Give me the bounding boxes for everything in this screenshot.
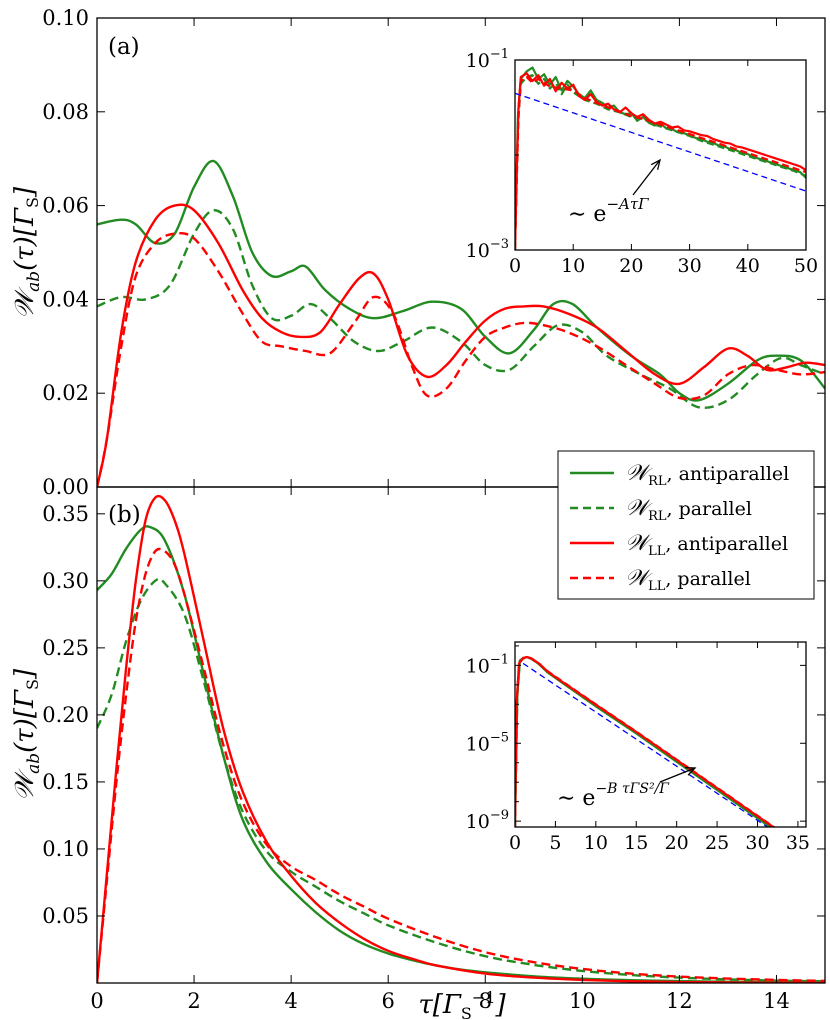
- inset-a-xtick-label: 50: [794, 255, 818, 277]
- panel-b-xtick-label: 14: [763, 989, 790, 1013]
- panel-a-ytick-label: 0.06: [42, 194, 89, 218]
- inset-a-line-fit: [515, 92, 806, 192]
- legend-box: [557, 450, 815, 600]
- inset-a-xtick-label: 30: [678, 255, 702, 277]
- panel-b-line-RL-parallel: [97, 577, 825, 983]
- inset-b-ytick-label: 10−9: [466, 808, 509, 833]
- inset-b-arrow-head: [684, 766, 697, 776]
- inset-b-bg: [515, 642, 806, 827]
- panel-b-xtick-label: 2: [187, 989, 200, 1013]
- inset-b-xtick-label: 30: [745, 832, 769, 854]
- inset-b-series-group: [515, 655, 776, 827]
- inset-a-xtick-label: 10: [561, 255, 585, 277]
- panel-b-ytick-label: 0.30: [42, 569, 89, 593]
- inset-a-ytick-label: 10−1: [466, 47, 509, 72]
- legend-entry-1: 𝒲RL, parallel: [625, 496, 752, 524]
- inset-b-xtick-label: 5: [549, 832, 561, 854]
- panel-a-ytick-label: 0.04: [42, 287, 89, 311]
- panel-b-frame: [96, 486, 826, 984]
- panel-a-ytick-label: 0.10: [42, 6, 89, 30]
- inset-b-xtick-label: 0: [509, 832, 521, 854]
- inset-a-series-group: [515, 66, 806, 250]
- inset-b-xtick-label: 10: [584, 832, 608, 854]
- inset-b-arrow: [659, 767, 696, 783]
- inset-a-ytick-label: 10−3: [466, 237, 509, 262]
- inset-b-xtick-label: 15: [624, 832, 648, 854]
- panel-a-line-RL-parallel: [97, 209, 825, 409]
- panel-b-xtick-label: 0: [90, 989, 103, 1013]
- inset-b-line-fit: [522, 662, 769, 827]
- panel-b-ytick-label: 0.15: [42, 770, 89, 794]
- panel-b-xtick-label: 4: [284, 989, 297, 1013]
- inset-a-xtick-label: 40: [736, 255, 760, 277]
- panel-b-ytick-label: 0.20: [42, 703, 89, 727]
- inset-a-annotation: ∼ e−AτΓ: [568, 195, 649, 227]
- panel-a-ytick-label: 0.00: [42, 475, 89, 499]
- panel-b-xtick-label: 6: [382, 989, 395, 1013]
- inset-a-arrow-head: [650, 158, 661, 170]
- panel-b-ytick-label: 0.10: [42, 837, 89, 861]
- panel-a-ytick-label: 0.02: [42, 381, 89, 405]
- inset-b-frame: [514, 641, 807, 828]
- inset-b-ytick-label: 10−5: [466, 730, 509, 755]
- panel-b-xtick-label: 10: [569, 989, 596, 1013]
- panel-a-label: (a): [108, 34, 140, 60]
- panel-a-ytick-label: 0.08: [42, 100, 89, 124]
- panel-b-xtick-label: 8: [479, 989, 492, 1013]
- panel-b-label: (b): [108, 502, 141, 528]
- panel-b-line-LL-parallel: [97, 547, 825, 983]
- panel-a-line-RL-antiparallel: [97, 159, 825, 402]
- inset-a-xtick-label: 0: [509, 255, 521, 277]
- panel-a-ylabel: 𝒲ab(τ)[ΓS]: [10, 186, 44, 319]
- inset-b-annotation: ∼ e−B τΓS²/Γ: [557, 781, 670, 811]
- panel-a-line-LL-antiparallel: [97, 203, 825, 487]
- panel-b-ylabel: 𝒲ab(τ)[ΓS]: [10, 668, 44, 801]
- x-axis-label: τ[ΓS−1]: [418, 988, 506, 1020]
- inset-a-line-LL-parallel: [515, 76, 806, 250]
- panel-a-series-group: [97, 159, 825, 487]
- panel-b-ytick-label: 0.05: [42, 904, 89, 928]
- inset-b-ytick-label: 10−1: [466, 652, 509, 677]
- legend-entry-3: 𝒲LL, parallel: [625, 566, 751, 594]
- inset-b-xtick-label: 25: [705, 832, 729, 854]
- inset-a-xtick-label: 20: [619, 255, 643, 277]
- panel-b-ytick-label: 0.25: [42, 636, 89, 660]
- panel-b-ytick-label: 0.35: [42, 502, 89, 526]
- panel-a-line-LL-parallel: [97, 232, 825, 487]
- inset-b-line-LL-parallel: [515, 656, 776, 827]
- inset-b-xtick-label: 35: [786, 832, 810, 854]
- inset-b-xtick-label: 20: [665, 832, 689, 854]
- inset-a-arrow: [632, 159, 661, 196]
- panel-b-xtick-label: 12: [666, 989, 693, 1013]
